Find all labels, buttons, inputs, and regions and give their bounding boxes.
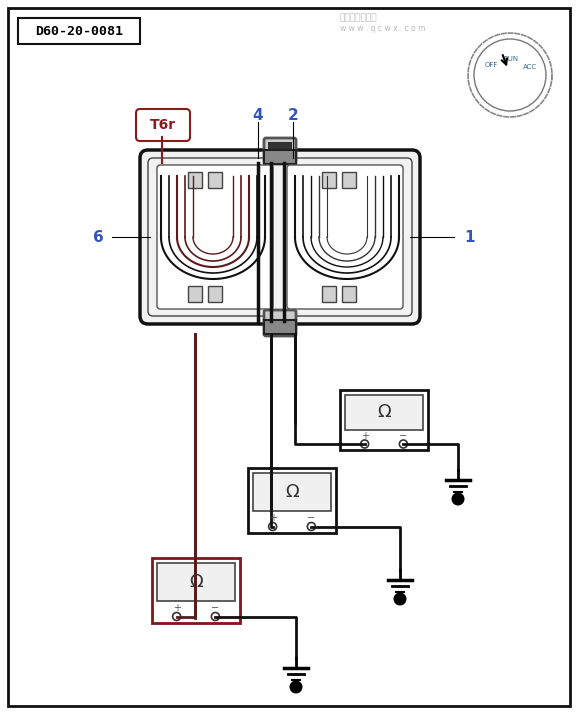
Circle shape [289, 680, 303, 693]
FancyBboxPatch shape [188, 172, 202, 188]
Text: 2: 2 [288, 108, 298, 123]
FancyBboxPatch shape [345, 395, 423, 430]
FancyBboxPatch shape [264, 320, 296, 334]
FancyBboxPatch shape [264, 150, 296, 164]
FancyBboxPatch shape [264, 138, 296, 164]
Text: +: + [173, 603, 180, 613]
FancyBboxPatch shape [264, 310, 296, 336]
FancyBboxPatch shape [342, 172, 356, 188]
FancyBboxPatch shape [322, 286, 336, 302]
Text: −: − [399, 431, 407, 441]
Text: 4: 4 [253, 108, 263, 123]
FancyBboxPatch shape [8, 8, 570, 706]
Circle shape [269, 523, 277, 531]
FancyBboxPatch shape [268, 142, 292, 152]
Circle shape [400, 440, 407, 448]
Circle shape [451, 493, 465, 506]
FancyBboxPatch shape [157, 563, 235, 600]
Circle shape [361, 440, 369, 448]
FancyBboxPatch shape [287, 165, 403, 309]
FancyBboxPatch shape [208, 286, 222, 302]
Text: +: + [361, 431, 369, 441]
Circle shape [307, 523, 316, 531]
FancyBboxPatch shape [140, 150, 420, 324]
Circle shape [393, 593, 407, 605]
FancyBboxPatch shape [157, 165, 273, 309]
Text: T6r: T6r [150, 118, 176, 132]
FancyBboxPatch shape [208, 172, 222, 188]
Text: RUN: RUN [503, 56, 519, 62]
FancyBboxPatch shape [253, 473, 331, 511]
Circle shape [173, 613, 180, 620]
FancyBboxPatch shape [136, 109, 190, 141]
FancyBboxPatch shape [322, 172, 336, 188]
Text: Ω: Ω [285, 483, 299, 501]
Text: +: + [269, 513, 277, 523]
Text: Ω: Ω [377, 403, 391, 421]
FancyBboxPatch shape [340, 390, 428, 450]
Text: ACC: ACC [523, 64, 537, 70]
Text: 6: 6 [93, 229, 103, 244]
Text: w w w . q c w x . c o m: w w w . q c w x . c o m [340, 24, 426, 33]
Text: OFF: OFF [484, 62, 498, 68]
Text: D60-20-0081: D60-20-0081 [35, 24, 123, 38]
Text: −: − [211, 603, 219, 613]
FancyBboxPatch shape [152, 558, 240, 623]
Text: −: − [307, 513, 316, 523]
Circle shape [474, 39, 546, 111]
FancyBboxPatch shape [18, 18, 140, 44]
Text: Ω: Ω [189, 573, 203, 591]
Circle shape [211, 613, 219, 620]
FancyBboxPatch shape [342, 286, 356, 302]
FancyBboxPatch shape [188, 286, 202, 302]
FancyBboxPatch shape [248, 468, 336, 533]
Text: 1: 1 [465, 229, 475, 244]
Text: 汽车维修技术网: 汽车维修技术网 [340, 14, 378, 23]
